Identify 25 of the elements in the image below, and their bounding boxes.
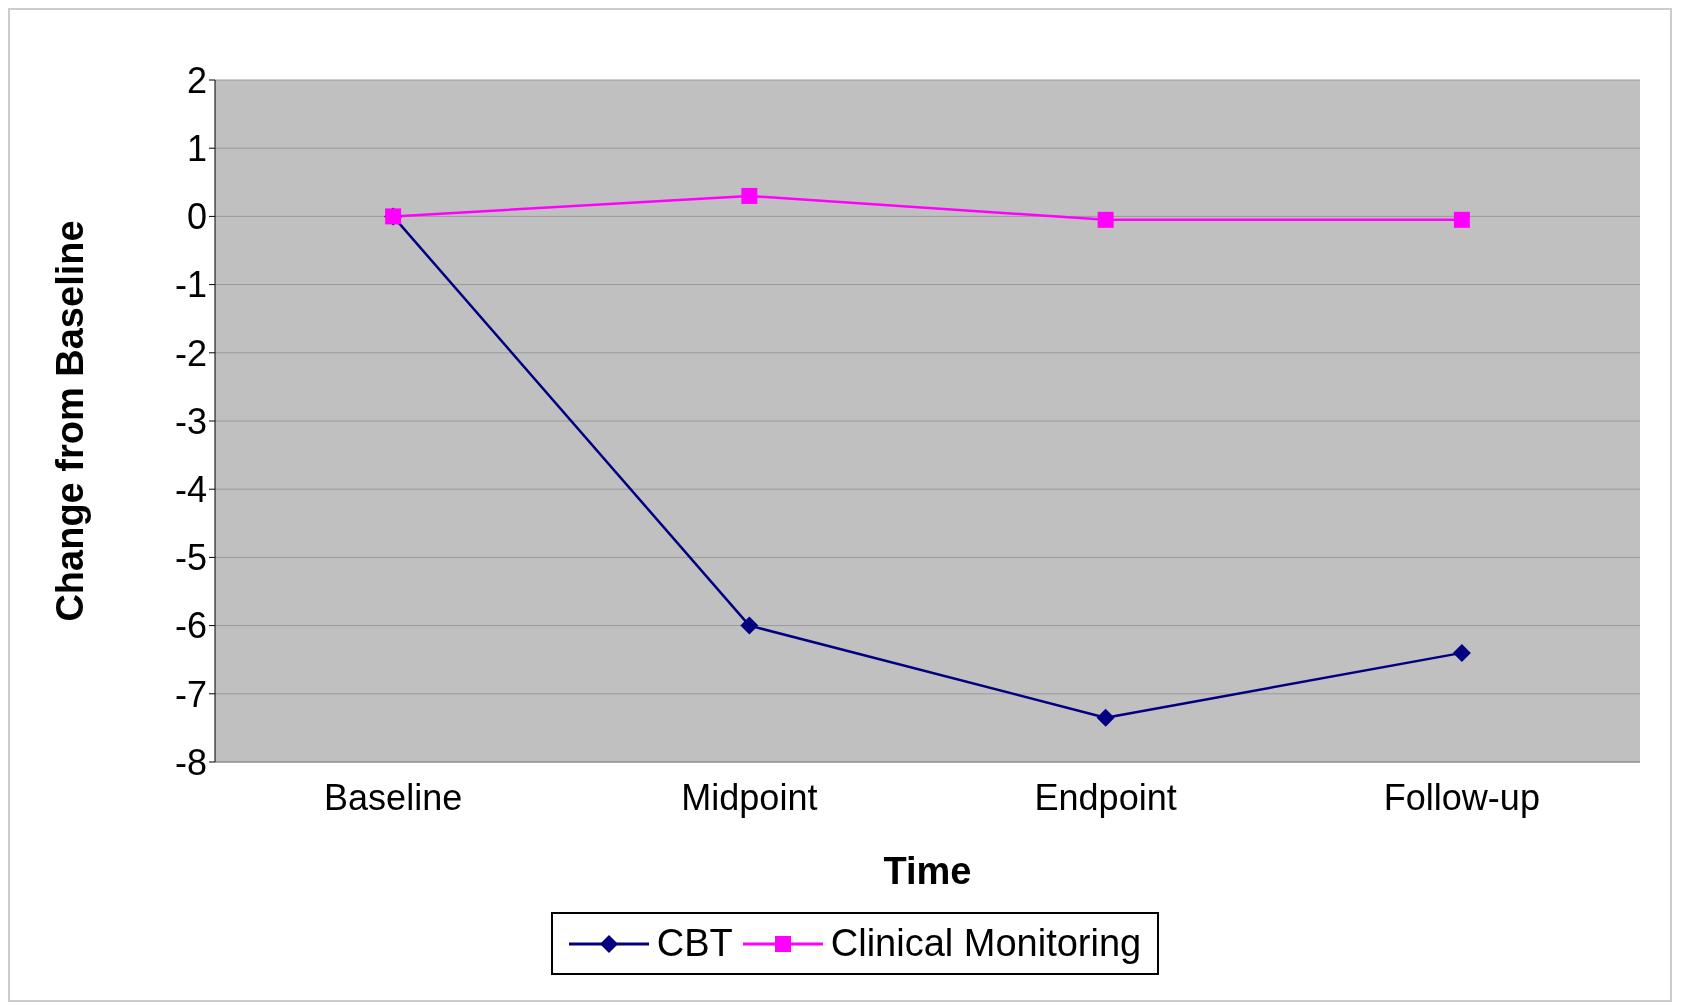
x-tick-label: Follow-up [1383, 776, 1540, 818]
y-tick-label: -5 [174, 537, 207, 579]
y-tick-label: 2 [186, 59, 207, 101]
x-axis-title: Time [883, 849, 972, 892]
y-tick-label: -7 [174, 673, 207, 715]
x-tick-label: Midpoint [681, 776, 818, 818]
y-tick-label: -1 [174, 264, 207, 306]
point [1452, 643, 1471, 662]
y-tick-label: 0 [186, 196, 207, 238]
x-tick-label: Baseline [324, 776, 463, 818]
point [1097, 211, 1114, 228]
y-axis-title: Change from Baseline [49, 220, 92, 622]
point [1096, 708, 1115, 727]
point [740, 616, 759, 635]
legend-label: CBT [656, 922, 733, 965]
y-tick-label: 1 [186, 127, 207, 169]
y-tick-label: -4 [174, 468, 207, 510]
legend-label: Clinical Monitoring [830, 922, 1142, 965]
y-tick-label: -2 [174, 332, 207, 374]
point [741, 187, 758, 204]
y-tick-label: -3 [174, 400, 207, 442]
point [1453, 211, 1470, 228]
x-tick-label: Endpoint [1034, 776, 1177, 818]
y-tick-label: -8 [174, 741, 207, 783]
y-tick-label: -6 [174, 605, 207, 647]
